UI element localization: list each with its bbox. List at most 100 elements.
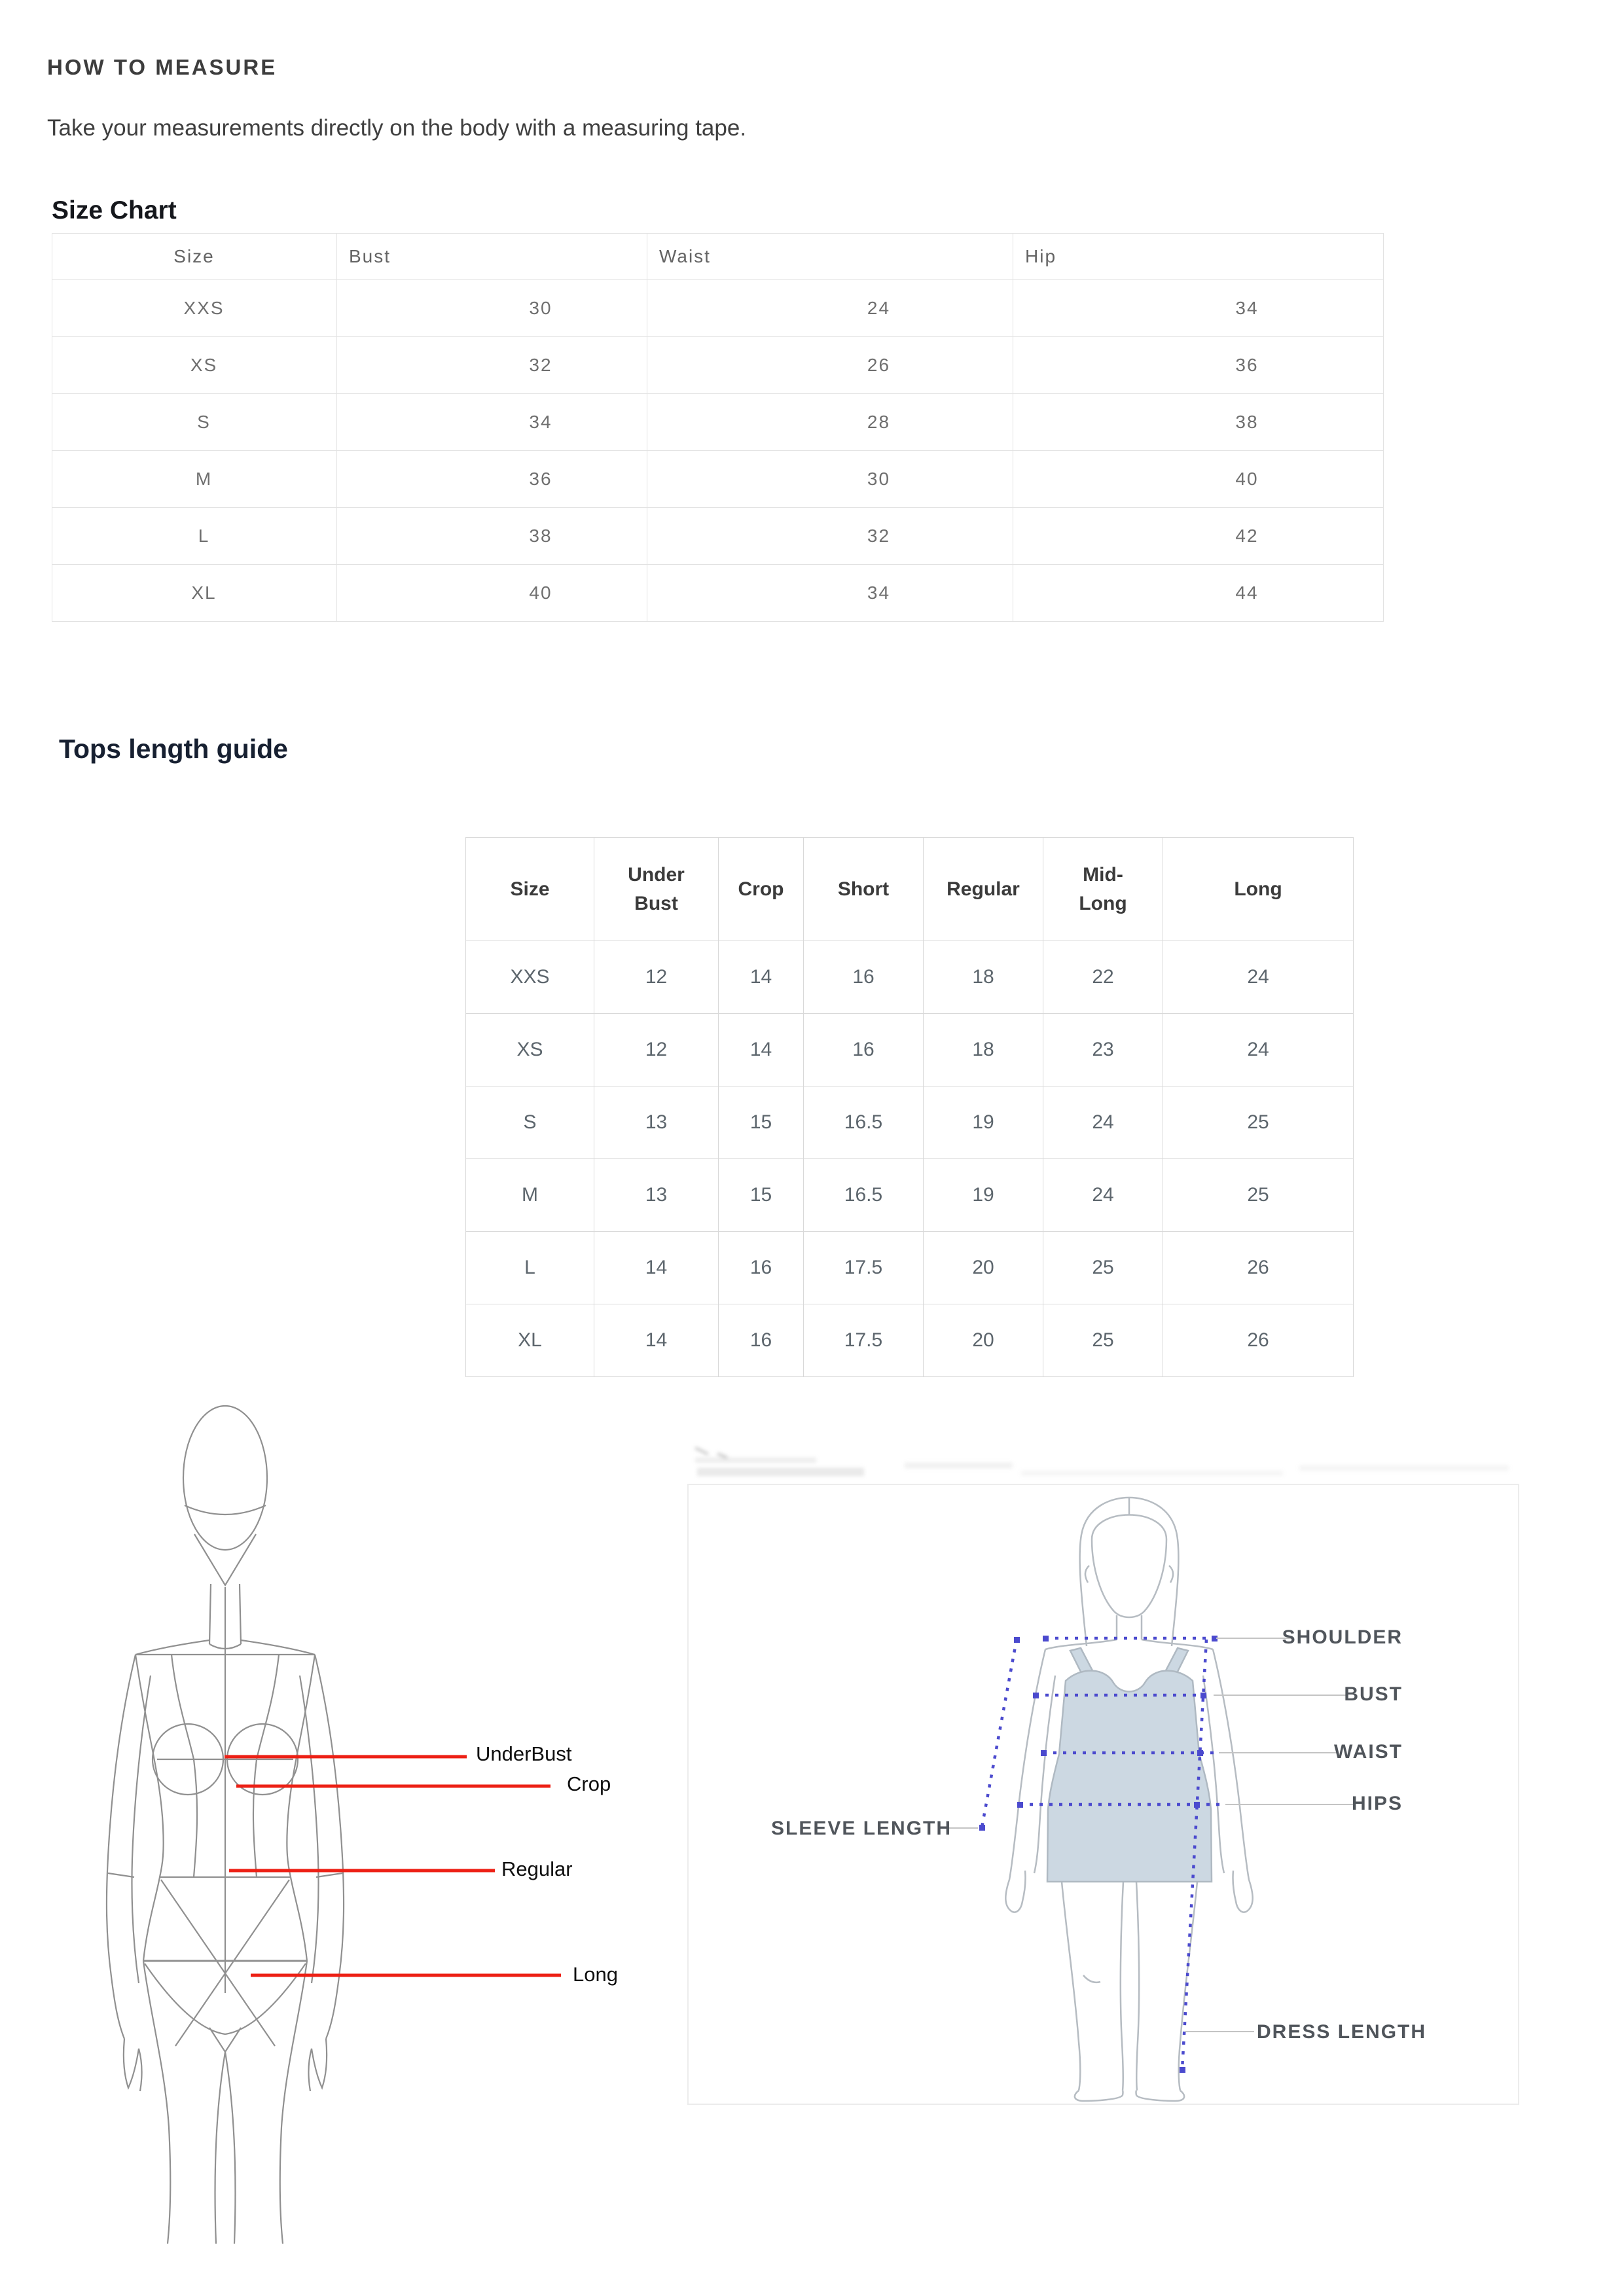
dashed-measure-lines bbox=[980, 1636, 1224, 2070]
hips-label: HIPS bbox=[1351, 1793, 1403, 1814]
table-row: XS 32 26 36 bbox=[52, 336, 1384, 394]
table-cell: 25 bbox=[1163, 1158, 1354, 1232]
regular-label: Regular bbox=[501, 1857, 573, 1880]
table-cell: 22 bbox=[1043, 941, 1163, 1014]
table-cell: 14 bbox=[718, 941, 804, 1014]
table-cell: 12 bbox=[594, 1013, 719, 1086]
crop-label: Crop bbox=[567, 1772, 611, 1795]
size-chart-table: Size Bust Waist Hip XXS 30 24 34 XS 32 2… bbox=[52, 233, 1384, 622]
table-cell: 25 bbox=[1043, 1231, 1163, 1304]
smudge-marks bbox=[695, 1446, 1509, 1477]
column-header: Bust bbox=[336, 233, 647, 280]
table-cell: 28 bbox=[647, 393, 1013, 451]
table-cell: S bbox=[465, 1086, 594, 1159]
column-header: Mid- Long bbox=[1043, 837, 1163, 941]
table-cell: 16 bbox=[803, 1013, 924, 1086]
long-label: Long bbox=[573, 1963, 618, 1986]
table-cell: 20 bbox=[923, 1231, 1043, 1304]
table-row: XXS 12 14 16 18 22 24 bbox=[465, 941, 1354, 1014]
table-row: S 13 15 16.5 19 24 25 bbox=[465, 1086, 1354, 1159]
column-header: Size bbox=[465, 837, 594, 941]
table-cell: L bbox=[52, 507, 337, 565]
table-row: S 34 28 38 bbox=[52, 393, 1384, 451]
table-cell: 16 bbox=[718, 1304, 804, 1377]
table-cell: 23 bbox=[1043, 1013, 1163, 1086]
tops-length-title: Tops length guide bbox=[59, 734, 288, 764]
table-cell: 15 bbox=[718, 1158, 804, 1232]
table-cell: 16.5 bbox=[803, 1158, 924, 1232]
column-header: Under Bust bbox=[594, 837, 719, 941]
column-header: Waist bbox=[647, 233, 1013, 280]
table-cell: 26 bbox=[647, 336, 1013, 394]
table-cell: M bbox=[52, 450, 337, 508]
table-cell: 34 bbox=[336, 393, 647, 451]
table-cell: S bbox=[52, 393, 337, 451]
table-cell: XXS bbox=[465, 941, 594, 1014]
table-cell: 24 bbox=[1043, 1158, 1163, 1232]
table-cell: 20 bbox=[923, 1304, 1043, 1377]
column-header: Regular bbox=[923, 837, 1043, 941]
table-cell: 25 bbox=[1163, 1086, 1354, 1159]
table-cell: 17.5 bbox=[803, 1304, 924, 1377]
table-cell: 36 bbox=[1013, 336, 1384, 394]
dress-figure bbox=[1005, 1496, 1254, 2102]
table-cell: 40 bbox=[1013, 450, 1384, 508]
sleeve-dashed-line bbox=[980, 1639, 1019, 1828]
table-row: M 36 30 40 bbox=[52, 450, 1384, 508]
croquis-figure bbox=[105, 1405, 345, 2244]
table-row: L 14 16 17.5 20 25 26 bbox=[465, 1231, 1354, 1304]
table-cell: 15 bbox=[718, 1086, 804, 1159]
table-cell: 16.5 bbox=[803, 1086, 924, 1159]
table-cell: 16 bbox=[803, 941, 924, 1014]
column-header: Size bbox=[52, 233, 337, 280]
table-cell: 24 bbox=[1043, 1086, 1163, 1159]
table-cell: 17.5 bbox=[803, 1231, 924, 1304]
table-row: M 13 15 16.5 19 24 25 bbox=[465, 1158, 1354, 1232]
table-cell: 12 bbox=[594, 941, 719, 1014]
table-row: XL 14 16 17.5 20 25 26 bbox=[465, 1304, 1354, 1377]
dashed-line-dots bbox=[979, 1636, 1218, 2073]
table-cell: 44 bbox=[1013, 564, 1384, 622]
tops-length-table: Size Under Bust Crop Short Regular Mid- … bbox=[465, 837, 1354, 1377]
measurement-diagrams bbox=[105, 1405, 1519, 2244]
table-cell: XXS bbox=[52, 279, 337, 337]
table-cell: XL bbox=[465, 1304, 594, 1377]
dress-length-dashed-line bbox=[1180, 1639, 1208, 2070]
table-cell: 14 bbox=[718, 1013, 804, 1086]
table-row: XS 12 14 16 18 23 24 bbox=[465, 1013, 1354, 1086]
size-chart-title: Size Chart bbox=[52, 196, 177, 224]
table-cell: 32 bbox=[647, 507, 1013, 565]
table-cell: 34 bbox=[647, 564, 1013, 622]
bust-label: BUST bbox=[1344, 1683, 1403, 1705]
table-cell: 36 bbox=[336, 450, 647, 508]
shoulder-label: SHOULDER bbox=[1282, 1626, 1403, 1648]
table-cell: 19 bbox=[923, 1086, 1043, 1159]
table-row: XL 40 34 44 bbox=[52, 564, 1384, 622]
table-row: L 38 32 42 bbox=[52, 507, 1384, 565]
table-cell: 32 bbox=[336, 336, 647, 394]
column-header: Crop bbox=[718, 837, 804, 941]
table-header-row: Size Bust Waist Hip bbox=[52, 233, 1384, 280]
table-cell: 14 bbox=[594, 1231, 719, 1304]
table-cell: 14 bbox=[594, 1304, 719, 1377]
column-header: Short bbox=[803, 837, 924, 941]
table-row: XXS 30 24 34 bbox=[52, 279, 1384, 337]
table-header-row: Size Under Bust Crop Short Regular Mid- … bbox=[465, 837, 1354, 941]
underbust-label: UnderBust bbox=[476, 1742, 572, 1765]
table-cell: XS bbox=[465, 1013, 594, 1086]
sleeve-length-label: SLEEVE LENGTH bbox=[771, 1818, 952, 1839]
column-header: Long bbox=[1163, 837, 1354, 941]
table-cell: 42 bbox=[1013, 507, 1384, 565]
page-title: HOW TO MEASURE bbox=[47, 55, 278, 79]
table-cell: 18 bbox=[923, 941, 1043, 1014]
table-cell: 16 bbox=[718, 1231, 804, 1304]
dress-length-label: DRESS LENGTH bbox=[1257, 2021, 1427, 2043]
table-cell: 30 bbox=[647, 450, 1013, 508]
table-cell: 40 bbox=[336, 564, 647, 622]
table-cell: 26 bbox=[1163, 1231, 1354, 1304]
table-cell: 13 bbox=[594, 1086, 719, 1159]
table-cell: 38 bbox=[1013, 393, 1384, 451]
table-cell: 24 bbox=[1163, 941, 1354, 1014]
table-cell: XS bbox=[52, 336, 337, 394]
